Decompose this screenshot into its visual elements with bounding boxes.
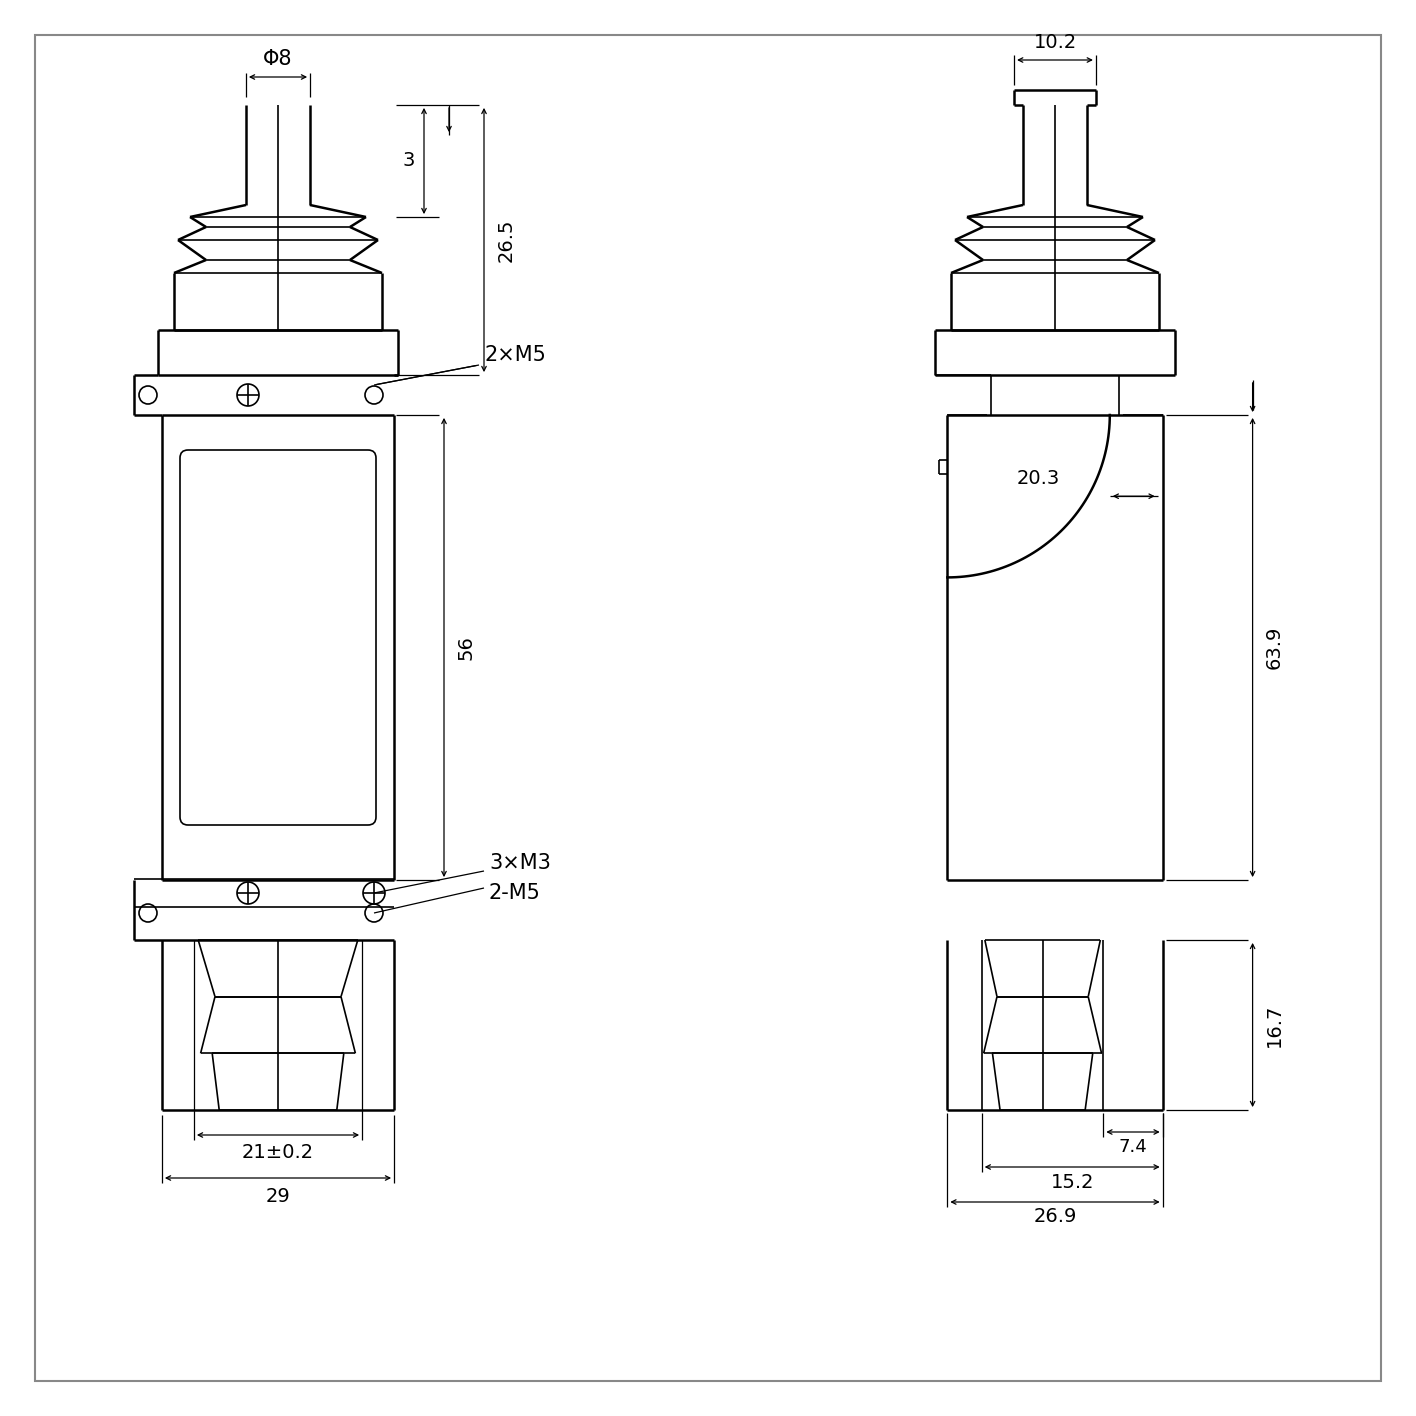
Text: 3: 3 [402, 152, 415, 170]
Text: Φ8: Φ8 [263, 50, 293, 69]
Text: 56: 56 [456, 634, 476, 660]
Text: 7.4: 7.4 [1119, 1138, 1147, 1155]
Text: 10.2: 10.2 [1034, 33, 1076, 51]
Text: 26.9: 26.9 [1034, 1208, 1076, 1226]
Text: 16.7: 16.7 [1264, 1004, 1284, 1046]
Text: 2-M5: 2-M5 [489, 884, 541, 903]
Text: 3×M3: 3×M3 [489, 852, 551, 874]
Text: 20.3: 20.3 [1017, 469, 1061, 487]
Text: 15.2: 15.2 [1051, 1172, 1095, 1191]
Text: 63.9: 63.9 [1264, 626, 1284, 670]
Text: 21±0.2: 21±0.2 [242, 1144, 314, 1163]
Text: 26.5: 26.5 [497, 218, 515, 262]
Text: 2×M5: 2×M5 [484, 346, 547, 365]
Text: 29: 29 [266, 1187, 290, 1205]
